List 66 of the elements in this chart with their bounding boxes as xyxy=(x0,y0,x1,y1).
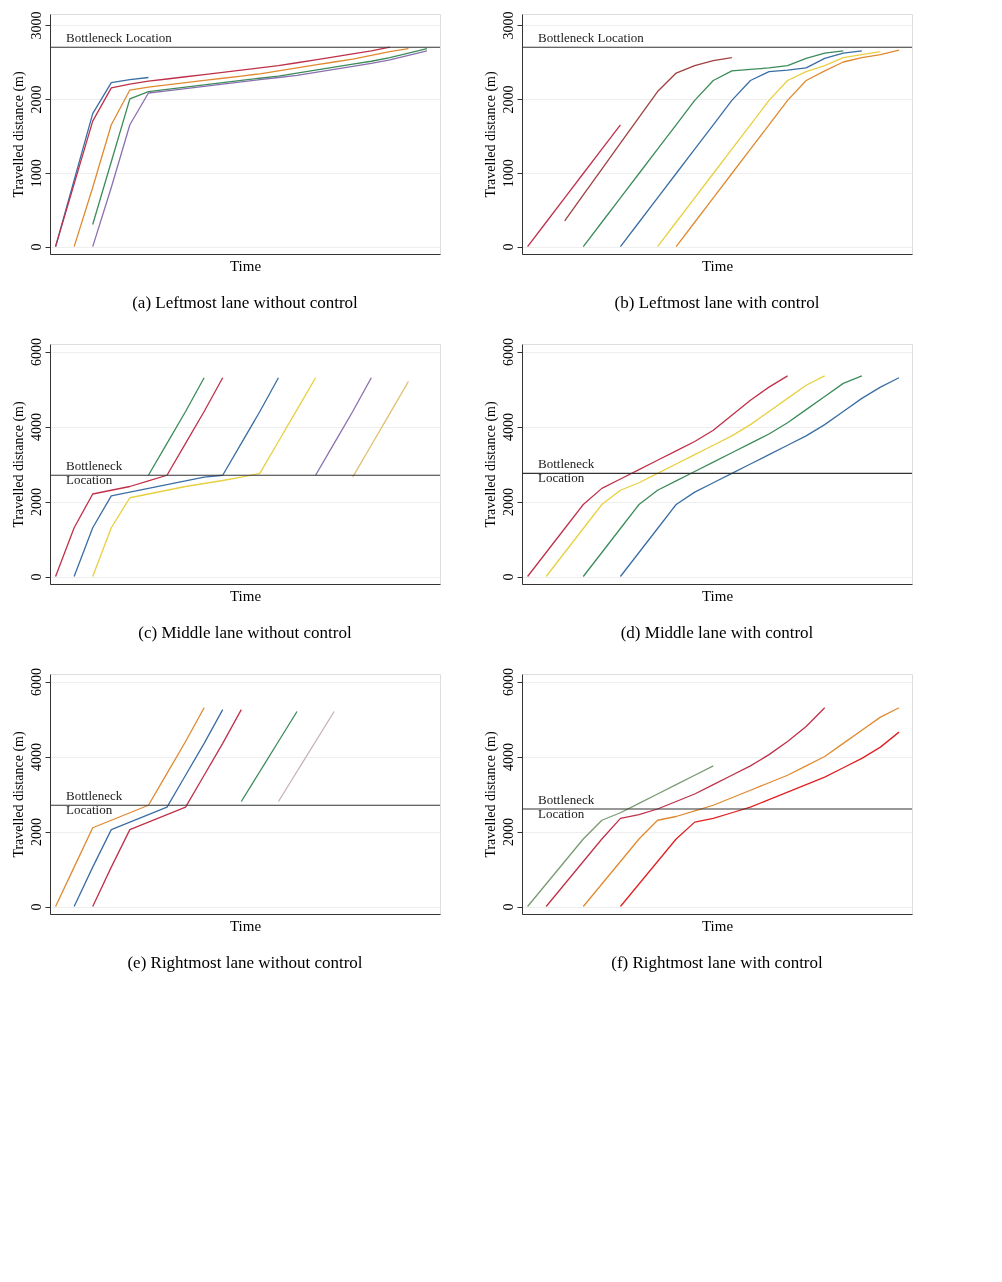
line-series xyxy=(314,377,372,476)
ref-line-label: Bottleneck Location xyxy=(538,30,645,46)
line-series xyxy=(240,710,298,803)
x-axis-title: Time xyxy=(701,917,734,934)
line-series xyxy=(582,50,844,248)
y-tick-label: 0 xyxy=(28,903,44,911)
y-tick-label: 3000 xyxy=(28,11,44,40)
y-axis-title: Travelled distance (m) xyxy=(10,401,27,528)
y-tick-label: 3000 xyxy=(500,11,516,40)
y-tick-label: 0 xyxy=(500,243,516,251)
y-tick-label: 0 xyxy=(500,573,516,581)
y-tick-label: 2000 xyxy=(28,85,44,114)
line-series xyxy=(277,710,335,803)
y-tick-label: 6000 xyxy=(28,338,44,366)
x-axis-title: Time xyxy=(701,257,734,274)
y-tick-label: 4000 xyxy=(28,743,44,771)
y-tick-label: 2000 xyxy=(28,488,44,516)
y-tick-label: 0 xyxy=(28,243,44,251)
ref-line-label: Bottleneck Location xyxy=(66,458,123,488)
x-axis-title: Time xyxy=(229,587,262,604)
line-series xyxy=(54,377,224,578)
line-series xyxy=(526,765,714,908)
y-tick-label: 2000 xyxy=(500,818,516,846)
text: (d) Middle lane with control xyxy=(620,623,814,642)
y-tick-label: 2000 xyxy=(500,488,516,516)
text: (a) Leftmost lane without control xyxy=(132,293,359,312)
text: (f) Rightmost lane with control xyxy=(611,953,824,972)
y-axis-title: Travelled distance (m) xyxy=(482,71,499,198)
y-tick-label: 2000 xyxy=(500,85,516,114)
y-tick-label: 2000 xyxy=(28,818,44,846)
line-series xyxy=(147,377,205,476)
ref-line-label: Bottleneck Location xyxy=(66,30,173,46)
y-tick-label: 4000 xyxy=(28,413,44,441)
y-axis-title: Travelled distance (m) xyxy=(482,401,499,528)
line-series xyxy=(619,377,900,578)
x-axis-title: Time xyxy=(229,917,262,934)
x-axis-title: Time xyxy=(701,587,734,604)
y-tick-label: 6000 xyxy=(500,338,516,366)
line-series xyxy=(656,51,882,248)
ref-line-label: Bottleneck Location xyxy=(538,792,595,821)
y-tick-label: 1000 xyxy=(28,159,44,188)
line-series xyxy=(54,707,205,908)
y-axis-title: Travelled distance (m) xyxy=(10,71,27,198)
y-tick-label: 6000 xyxy=(28,668,44,696)
line-series xyxy=(526,375,789,578)
y-tick-label: 0 xyxy=(28,573,44,581)
line-series xyxy=(352,380,410,478)
line-series xyxy=(526,124,622,248)
y-tick-label: 0 xyxy=(500,903,516,911)
y-tick-label: 6000 xyxy=(500,668,516,696)
y-tick-label: 1000 xyxy=(500,159,516,188)
ref-line-label: Bottleneck Location xyxy=(538,456,595,486)
y-axis-title: Travelled distance (m) xyxy=(10,731,27,858)
line-series xyxy=(564,56,733,222)
line-series xyxy=(54,76,150,248)
y-axis-title: Travelled distance (m) xyxy=(482,731,499,858)
ref-line-label: Bottleneck Location xyxy=(66,788,123,818)
line-series xyxy=(619,50,863,248)
text: (e) Rightmost lane without control xyxy=(127,953,363,972)
line-series xyxy=(675,49,900,248)
y-tick-label: 4000 xyxy=(500,413,516,441)
x-axis-title: Time xyxy=(229,257,262,274)
text: (c) Middle lane without control xyxy=(138,623,352,642)
text: (b) Leftmost lane with control xyxy=(614,293,820,312)
line-series xyxy=(619,731,900,908)
y-tick-label: 4000 xyxy=(500,743,516,771)
